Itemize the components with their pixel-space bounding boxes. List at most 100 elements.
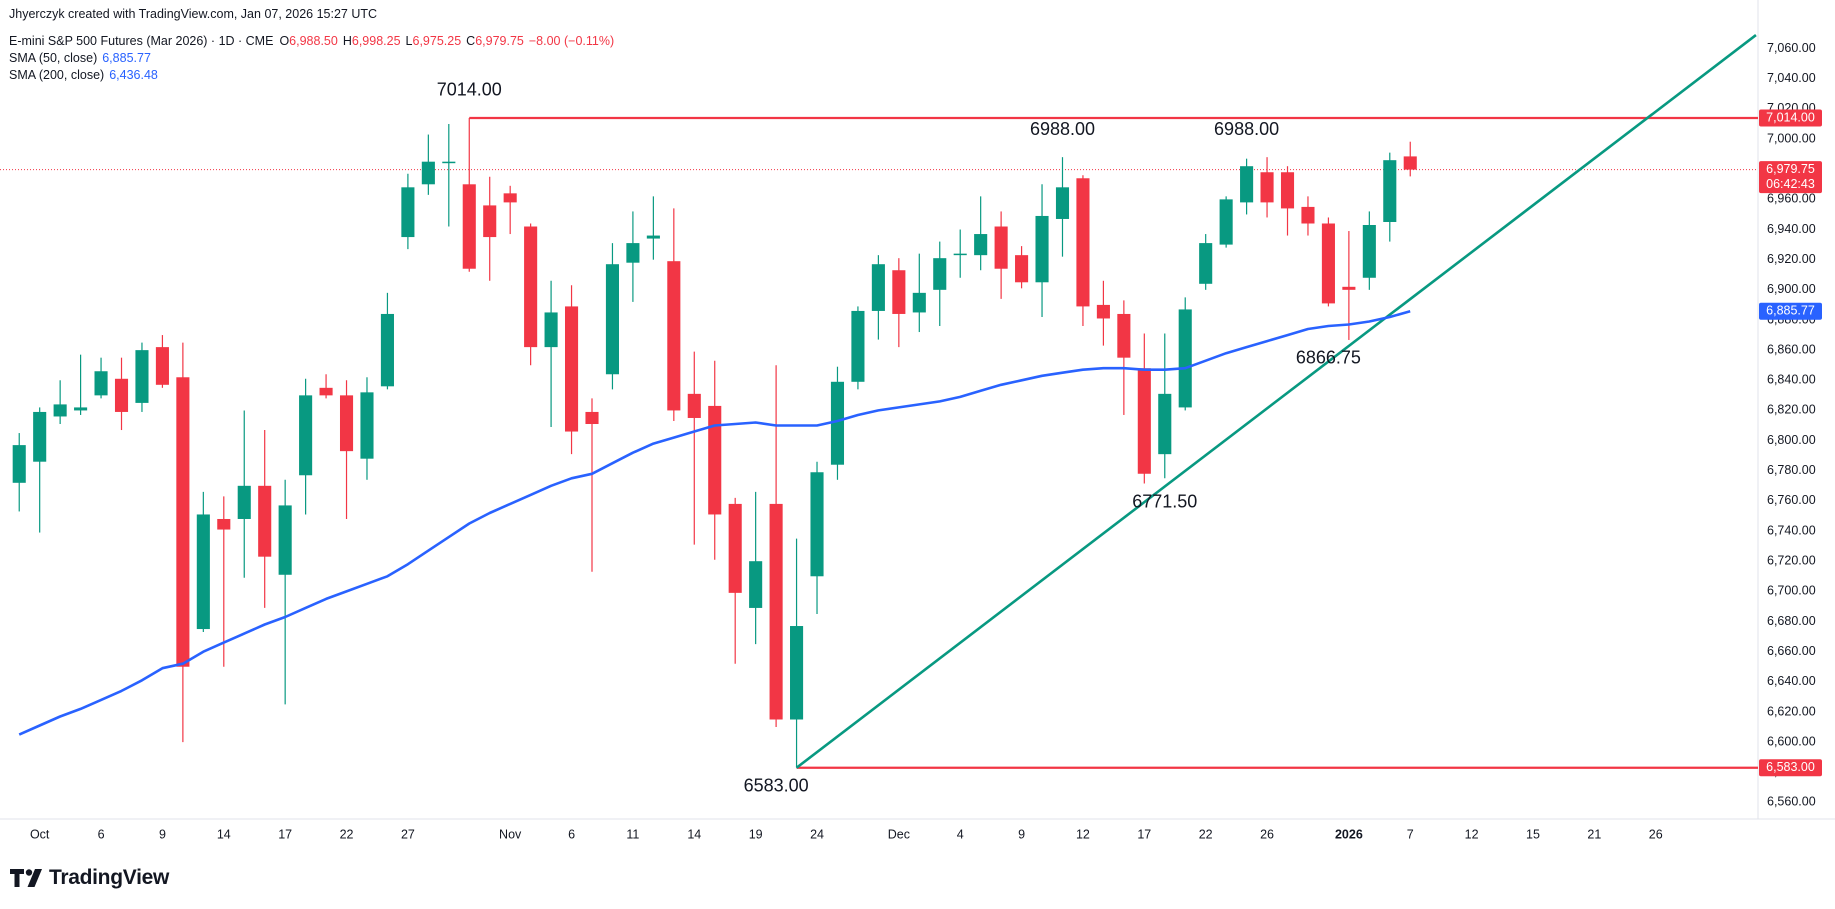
y-tick-label: 6,840.00: [1767, 373, 1816, 387]
candle-body: [1035, 215, 1049, 283]
candle-body: [1260, 172, 1274, 203]
candle-body: [687, 393, 701, 418]
x-tick-label: 17: [1137, 827, 1151, 841]
candle-body: [1117, 313, 1131, 358]
candle-body: [1321, 223, 1335, 304]
y-tick-label: 7,060.00: [1767, 41, 1816, 55]
y-tick-label: 6,720.00: [1767, 553, 1816, 567]
ohlc-label: O: [279, 34, 290, 48]
x-tick-label: Dec: [888, 827, 910, 841]
indicator-row: SMA (50, close) 6,885.77: [9, 50, 614, 67]
x-tick-label: 24: [810, 827, 824, 841]
y-tick-label: 6,820.00: [1767, 403, 1816, 417]
ohlc-value: 6,975.25: [412, 34, 462, 48]
candle-body: [769, 503, 783, 720]
change: −8.00 (−0.11%): [528, 34, 615, 48]
y-tick-label: 6,780.00: [1767, 463, 1816, 477]
candle-body: [974, 234, 988, 256]
sma-label: 6,885.77: [1766, 304, 1815, 318]
x-tick-label: 4: [957, 827, 964, 841]
candle-body: [1219, 199, 1233, 245]
candle-body: [135, 350, 149, 403]
candle-body: [360, 392, 374, 459]
y-tick-label: 6,740.00: [1767, 523, 1816, 537]
y-tick-label: 6,960.00: [1767, 192, 1816, 206]
x-tick-label: 19: [749, 827, 763, 841]
candle-body: [544, 312, 558, 348]
candle-body: [1076, 178, 1090, 307]
x-tick-label: Oct: [30, 827, 50, 841]
candle-body: [790, 626, 804, 720]
candle-body: [503, 193, 517, 203]
candle-body: [1137, 368, 1151, 474]
candle-body: [483, 205, 497, 238]
logo-icon: [10, 869, 42, 887]
y-tick-label: 6,680.00: [1767, 614, 1816, 628]
hline-box: [1759, 759, 1822, 777]
x-tick-label: 7: [1407, 827, 1414, 841]
ohlc-label: L: [405, 34, 413, 48]
candle-body: [94, 371, 108, 396]
x-tick-label: 15: [1526, 827, 1540, 841]
candle-body: [564, 306, 579, 432]
y-tick-label: 6,800.00: [1767, 433, 1816, 447]
candle-body: [339, 395, 354, 452]
x-tick-label: 6: [568, 827, 575, 841]
sma-box: [1759, 302, 1822, 320]
indicator-name: SMA (50, close): [9, 51, 98, 65]
candle-body: [749, 561, 763, 608]
price-annotation: 7014.00: [437, 80, 502, 100]
y-tick-label: 6,640.00: [1767, 674, 1816, 688]
symbol-row: E-mini S&P 500 Futures (Mar 2026) · 1D ·…: [9, 33, 614, 50]
candle-body: [871, 264, 885, 311]
y-tick-label: 6,920.00: [1767, 252, 1816, 266]
x-tick-label: Nov: [499, 827, 522, 841]
candle-body: [237, 485, 251, 519]
price-annotation: 6583.00: [744, 775, 809, 795]
x-tick-label: 14: [217, 827, 231, 841]
brand: TradingView: [49, 866, 170, 889]
price-annotation: 6771.50: [1132, 491, 1197, 511]
x-tick-label: 17: [278, 827, 292, 841]
y-tick-label: 6,560.00: [1767, 795, 1816, 809]
credit: Jhyerczyk created with TradingView.com, …: [9, 7, 378, 21]
x-tick-label: 9: [159, 827, 166, 841]
price-annotation: 6866.75: [1296, 348, 1361, 368]
indicators: SMA (50, close) 6,885.77 SMA (200, close) 6…: [9, 50, 614, 84]
candle-body: [994, 226, 1008, 269]
x-tick-label: 9: [1018, 827, 1025, 841]
hline-label: 6,583.00: [1766, 760, 1815, 774]
candle-body: [1240, 166, 1254, 203]
x-tick-label: 26: [1260, 827, 1274, 841]
candle-body: [33, 411, 47, 462]
y-tick-label: 6,700.00: [1767, 584, 1816, 598]
x-tick-label: 26: [1649, 827, 1663, 841]
candle-body: [155, 347, 169, 385]
candle-body: [1158, 393, 1172, 455]
candle-body: [605, 264, 620, 375]
x-tick-label: 21: [1587, 827, 1601, 841]
hline-box: [1759, 109, 1822, 127]
last-price-countdown: 06:42:43: [1766, 177, 1815, 191]
candle-body: [646, 235, 660, 239]
sma-line: [18, 310, 1411, 736]
candle-body: [319, 387, 333, 396]
candle-body: [626, 243, 640, 263]
candle-body: [892, 270, 906, 314]
y-tick-label: 6,600.00: [1767, 734, 1816, 748]
y-tick-label: 7,000.00: [1767, 131, 1816, 145]
candle-body: [953, 253, 967, 256]
candle-body: [114, 378, 129, 412]
y-tick-label: 6,860.00: [1767, 342, 1816, 356]
indicator-value: 6,436.48: [109, 68, 158, 82]
x-tick-label: 6: [98, 827, 105, 841]
x-tick-label: 27: [401, 827, 415, 841]
last-price-label: 6,979.75: [1766, 162, 1815, 176]
x-tick-label: 22: [1199, 827, 1213, 841]
ohlc-value: 6,998.25: [351, 34, 401, 48]
indicator-value: 6,885.77: [102, 51, 151, 65]
candle-body: [1342, 286, 1356, 290]
candle-body: [401, 187, 415, 238]
candle-body: [258, 485, 272, 557]
